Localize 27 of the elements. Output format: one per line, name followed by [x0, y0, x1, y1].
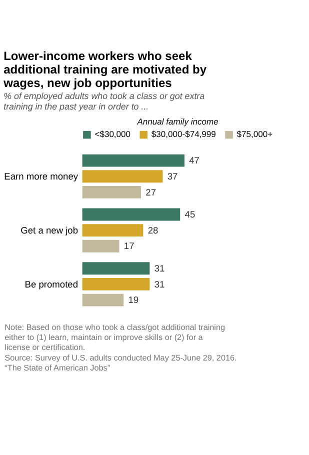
- data-label: 27: [146, 187, 156, 198]
- data-label: 31: [154, 279, 165, 290]
- legend-label: $75,000+: [236, 129, 273, 140]
- bar: [82, 170, 163, 183]
- data-label: 47: [189, 156, 200, 166]
- bar: [82, 262, 150, 275]
- legend-label: $30,000-$74,999: [151, 129, 216, 140]
- legend-label: <$30,000: [94, 129, 131, 140]
- bar: [82, 278, 150, 290]
- data-label: 45: [184, 210, 196, 220]
- bar: [82, 240, 120, 252]
- bar: [82, 294, 124, 306]
- bar: [82, 224, 144, 237]
- chart-subtitle: % of employed adults who took a class or got extra training in the past year in order to ...: [4, 91, 205, 112]
- data-label: 31: [154, 264, 165, 274]
- y-tick-label: Get a new job: [20, 225, 78, 236]
- y-tick-label: Be promoted: [24, 279, 78, 290]
- y-tick-label: Earn more money: [4, 171, 78, 182]
- data-label: 37: [167, 171, 178, 182]
- chart-title: Lower-income workers who seek additional training are motivated by wages, new job opportunities: [2, 48, 207, 90]
- data-label: 19: [128, 295, 139, 306]
- data-label: 17: [124, 241, 134, 252]
- data-label: 28: [148, 225, 158, 236]
- bar: [82, 154, 184, 167]
- bar: [82, 208, 180, 221]
- legend-title: Annual family income: [136, 116, 219, 127]
- bar: [82, 186, 141, 198]
